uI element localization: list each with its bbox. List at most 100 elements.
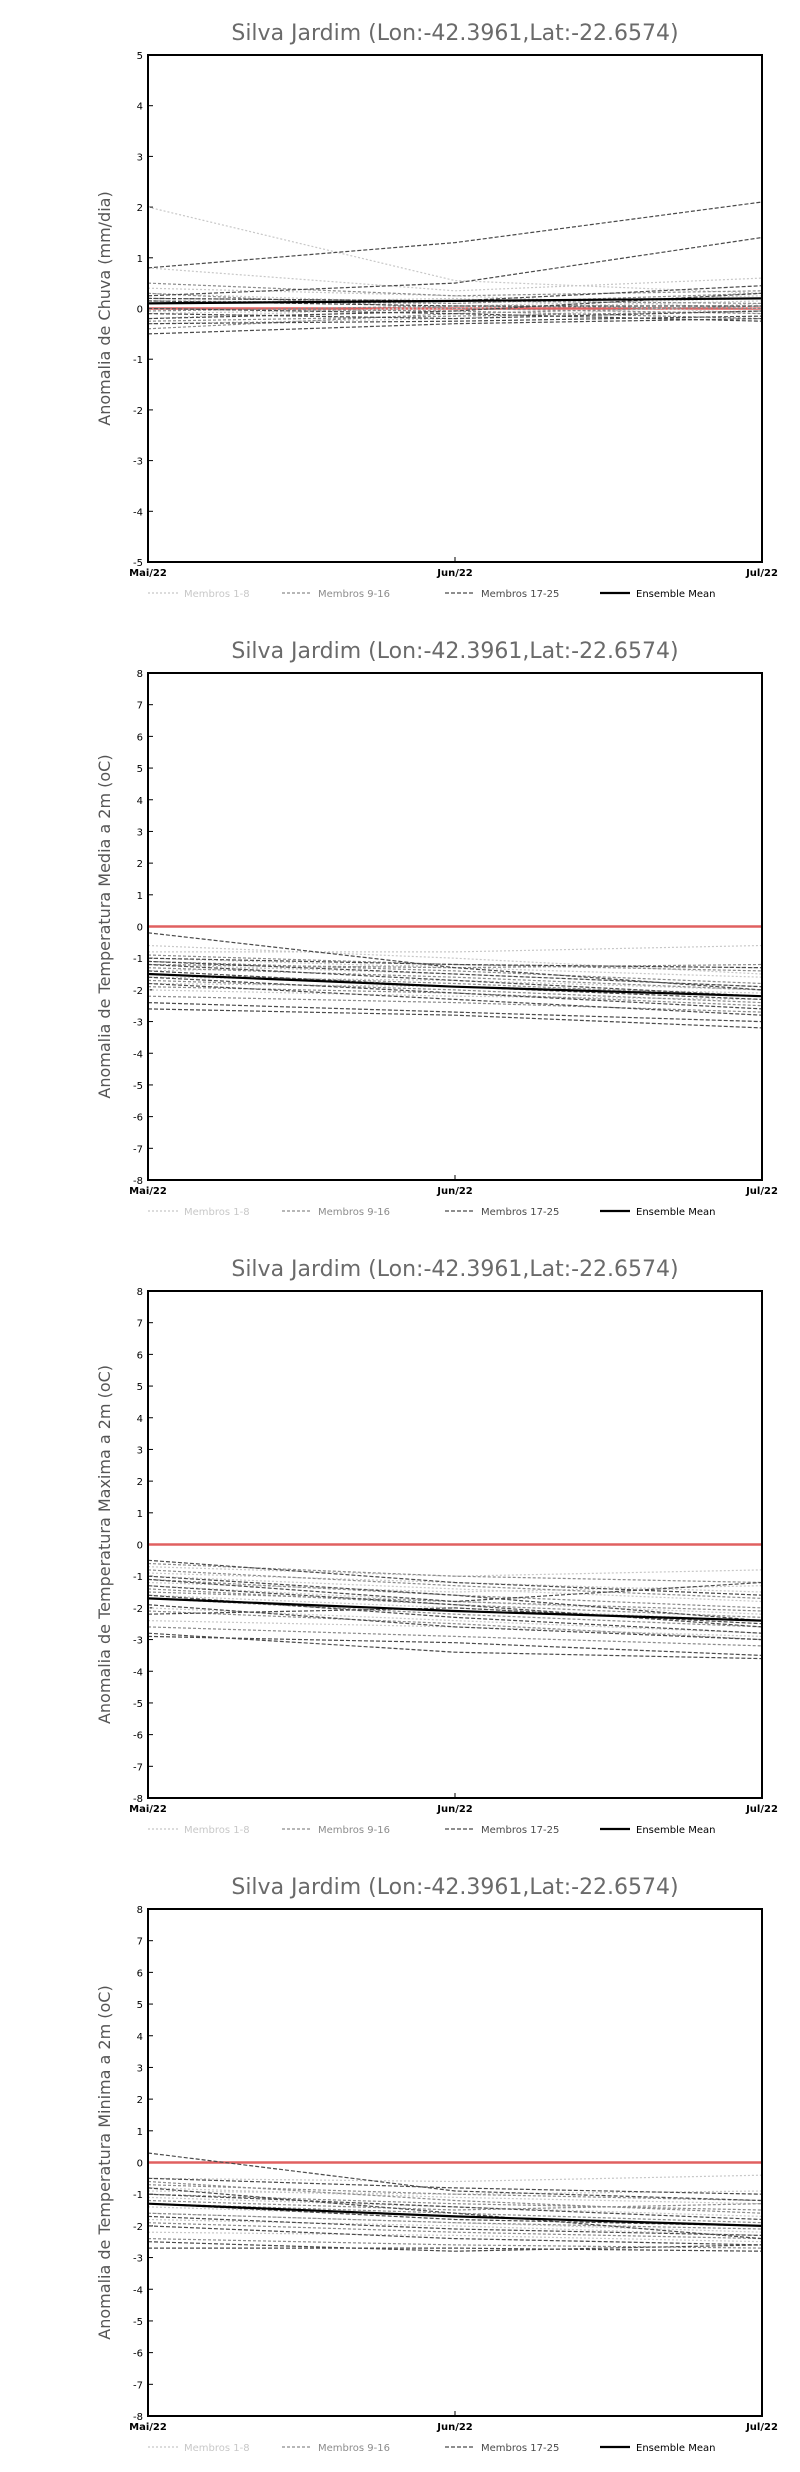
x-tick-label: Mai/22 xyxy=(129,1804,167,1815)
y-tick-label: -5 xyxy=(133,2317,143,2328)
legend-label: Membros 9-16 xyxy=(318,589,390,600)
y-axis-label: Anomalia de Temperatura Media a 2m (oC) xyxy=(95,754,114,1098)
y-tick-label: 2 xyxy=(137,859,143,870)
y-tick-label: -4 xyxy=(133,1049,143,1060)
member-line xyxy=(147,201,763,269)
y-tick-label: -7 xyxy=(133,2380,143,2391)
ensemble-mean-line xyxy=(147,2202,763,2227)
member-line xyxy=(147,2193,763,2211)
member-line xyxy=(147,1635,763,1656)
chart-panel: Silva Jardim (Lon:-42.3961,Lat:-22.6574)… xyxy=(0,1236,800,1854)
member-line xyxy=(147,310,763,320)
y-tick-label: -2 xyxy=(133,986,143,997)
member-line xyxy=(148,944,763,953)
y-axis-label: Anomalia de Chuva (mm/dia) xyxy=(95,191,114,425)
y-tick-label: -3 xyxy=(133,2254,143,2265)
y-tick-label: -7 xyxy=(133,1144,143,1155)
x-tick-label: Jun/22 xyxy=(436,1186,473,1197)
legend-label: Membros 1-8 xyxy=(184,2443,250,2454)
member-line xyxy=(147,1585,763,1628)
y-tick-label: -8 xyxy=(133,1176,143,1187)
member-line xyxy=(147,1607,763,1634)
member-line xyxy=(147,1632,763,1660)
member-line xyxy=(147,236,763,297)
member-line xyxy=(147,282,763,297)
y-tick-label: 3 xyxy=(137,152,143,163)
chart-panel: Silva Jardim (Lon:-42.3961,Lat:-22.6574)… xyxy=(0,1854,800,2472)
y-tick-label: -8 xyxy=(133,2412,143,2423)
member-line xyxy=(147,1626,763,1647)
y-tick-label: 4 xyxy=(137,1414,143,1425)
member-line xyxy=(147,960,763,985)
legend-label: Membros 9-16 xyxy=(318,1825,390,1836)
y-tick-label: 0 xyxy=(137,305,143,316)
legend-label: Membros 9-16 xyxy=(318,2443,390,2454)
member-line xyxy=(147,315,763,325)
y-tick-label: 0 xyxy=(137,923,143,934)
legend-label: Ensemble Mean xyxy=(636,589,715,600)
chart-svg: Silva Jardim (Lon:-42.3961,Lat:-22.6574)… xyxy=(95,1875,778,2454)
member-line xyxy=(147,963,763,997)
plot-frame xyxy=(147,1290,763,1799)
x-tick-label: Jul/22 xyxy=(745,1186,778,1197)
chart-title: Silva Jardim (Lon:-42.3961,Lat:-22.6574) xyxy=(231,639,678,664)
member-line xyxy=(147,310,763,322)
y-tick-label: 6 xyxy=(137,1968,143,1979)
chart-panel: Silva Jardim (Lon:-42.3961,Lat:-22.6574)… xyxy=(0,618,800,1236)
y-tick-label: -2 xyxy=(133,1604,143,1615)
plot-frame xyxy=(147,672,763,1181)
ensemble-mean-line xyxy=(147,1597,763,1622)
chart-panel: Silva Jardim (Lon:-42.3961,Lat:-22.6574)… xyxy=(0,0,800,618)
ensemble-mean-line xyxy=(147,972,763,998)
legend-label: Membros 1-8 xyxy=(184,589,250,600)
y-tick-label: 3 xyxy=(137,1445,143,1456)
member-line xyxy=(147,1575,763,1603)
y-tick-label: 2 xyxy=(137,1477,143,1488)
x-tick-label: Jun/22 xyxy=(436,1804,473,1815)
plot-frame xyxy=(147,54,763,563)
y-tick-label: -6 xyxy=(133,1731,143,1742)
y-tick-label: 2 xyxy=(137,203,143,214)
chart-svg: Silva Jardim (Lon:-42.3961,Lat:-22.6574)… xyxy=(95,1257,778,1836)
y-tick-label: -1 xyxy=(133,355,143,366)
y-tick-label: -4 xyxy=(133,507,143,518)
member-line xyxy=(147,267,763,292)
y-tick-label: -3 xyxy=(133,1636,143,1647)
y-tick-label: -4 xyxy=(133,2285,143,2296)
chart-svg: Silva Jardim (Lon:-42.3961,Lat:-22.6574)… xyxy=(95,639,778,1218)
y-tick-label: -7 xyxy=(133,1762,143,1773)
member-line xyxy=(147,1008,763,1029)
y-tick-label: 3 xyxy=(137,827,143,838)
member-line xyxy=(147,982,763,1016)
y-tick-label: -1 xyxy=(133,1572,143,1583)
y-axis-label: Anomalia de Temperatura Maxima a 2m (oC) xyxy=(95,1365,114,1724)
legend-label: Membros 1-8 xyxy=(184,1207,250,1218)
y-tick-label: 4 xyxy=(137,796,143,807)
legend-label: Ensemble Mean xyxy=(636,2443,715,2454)
member-line xyxy=(147,2212,763,2230)
legend-label: Ensemble Mean xyxy=(636,1207,715,1218)
y-tick-label: -3 xyxy=(133,457,143,468)
member-line xyxy=(147,2215,763,2236)
member-line xyxy=(147,2225,763,2246)
member-line xyxy=(147,1610,763,1641)
member-line xyxy=(147,1002,763,1023)
ensemble-mean-line xyxy=(147,297,763,305)
y-tick-label: -1 xyxy=(133,954,143,965)
member-line xyxy=(147,1569,763,1599)
y-tick-label: -1 xyxy=(133,2190,143,2201)
y-tick-label: 0 xyxy=(137,1541,143,1552)
y-tick-label: -2 xyxy=(133,406,143,417)
y-tick-label: -5 xyxy=(133,1081,143,1092)
y-axis-label: Anomalia de Temperatura Minima a 2m (oC) xyxy=(95,1985,114,2339)
legend-label: Membros 17-25 xyxy=(481,1207,559,1218)
x-tick-label: Jun/22 xyxy=(436,568,473,579)
legend-label: Membros 9-16 xyxy=(318,1207,390,1218)
x-tick-label: Mai/22 xyxy=(129,568,167,579)
member-line xyxy=(147,2187,763,2240)
y-tick-label: 1 xyxy=(137,1509,143,1520)
y-tick-label: 6 xyxy=(137,1350,143,1361)
member-line xyxy=(147,967,763,991)
y-tick-label: 7 xyxy=(137,701,143,712)
chart-svg: Silva Jardim (Lon:-42.3961,Lat:-22.6574)… xyxy=(95,21,778,600)
